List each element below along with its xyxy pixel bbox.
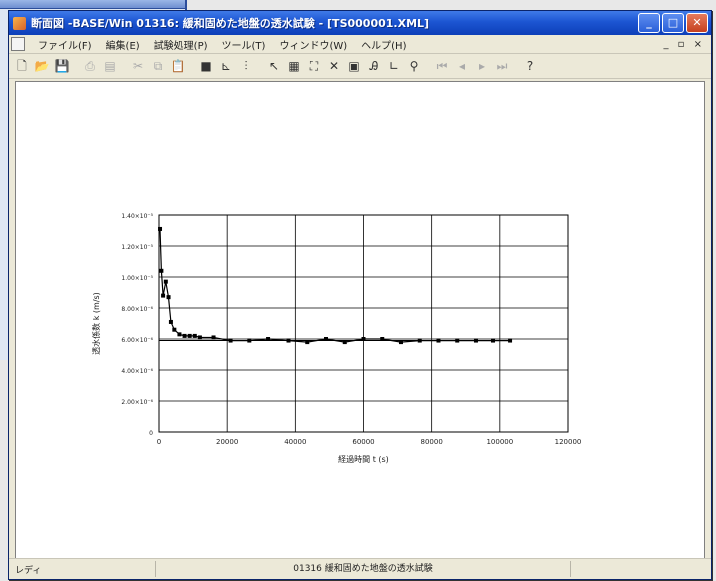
- data-point: [266, 337, 271, 341]
- y-tick-label: 1.00×10⁻⁵: [121, 275, 153, 282]
- save-icon[interactable]: 💾: [54, 59, 70, 73]
- data-point: [228, 338, 233, 343]
- x-tick-label: 120000: [555, 438, 582, 446]
- x-tick-label: 0: [157, 438, 161, 446]
- minimize-button[interactable]: _: [638, 13, 660, 33]
- y-axis-label: 透水係数 k (m/s): [91, 292, 101, 355]
- x-tick-label: 40000: [284, 438, 306, 446]
- mdi-controls[interactable]: _ ▫ ×: [663, 38, 705, 50]
- pointer-icon[interactable]: ↖: [268, 59, 280, 73]
- x-tick-label: 80000: [421, 438, 443, 446]
- data-point: [417, 338, 422, 343]
- menu-file[interactable]: ファイル(F): [38, 40, 92, 52]
- status-bar: レディ 01316 緩和固めた地盤の透水試験: [9, 558, 711, 579]
- y-tick-label: 1.40×10⁻⁵: [121, 213, 153, 220]
- toolbar-separator: [73, 57, 79, 75]
- data-point: [455, 338, 460, 343]
- app-icon[interactable]: [13, 16, 26, 30]
- data-point: [158, 226, 163, 231]
- chart-area: 0 20000 40000 60000 80000 100000 120000 0 2.00×1…: [15, 81, 705, 559]
- next-icon[interactable]: ▸: [478, 59, 486, 73]
- data-point: [168, 319, 173, 324]
- first-icon[interactable]: ⏮: [436, 59, 448, 73]
- zoom-icon[interactable]: ⚲: [409, 59, 419, 73]
- menu-help[interactable]: ヘルプ(H): [361, 40, 407, 52]
- permeability-chart: 0 20000 40000 60000 80000 100000 120000 0 2.00×1…: [91, 213, 582, 464]
- data-point: [305, 340, 310, 345]
- grid-icon[interactable]: ▦: [288, 59, 300, 73]
- x-tick-label: 100000: [486, 438, 513, 446]
- axis-icon[interactable]: ∟: [388, 59, 400, 73]
- window-title: 断面図 -BASE/Win 01316: 緩和固めた地盤の透水試験 - [TS0…: [31, 17, 430, 30]
- data-point: [192, 333, 197, 338]
- chart-icon[interactable]: ⫶: [244, 59, 248, 73]
- data-point: [398, 340, 403, 345]
- help-icon[interactable]: ?: [526, 59, 534, 73]
- new-icon[interactable]: 🗋: [17, 59, 27, 73]
- data-point: [187, 333, 192, 338]
- last-icon[interactable]: ⏭: [496, 59, 508, 73]
- data-point: [361, 337, 366, 341]
- stop-icon[interactable]: ■: [200, 59, 212, 73]
- data-point: [508, 338, 513, 343]
- data-point: [211, 335, 216, 340]
- graph-icon[interactable]: ⊾: [220, 59, 232, 73]
- prev-icon[interactable]: ◂: [458, 59, 466, 73]
- y-tick-label: 4.00×10⁻⁶: [121, 368, 153, 375]
- document-icon[interactable]: [11, 37, 25, 51]
- data-point: [166, 295, 171, 300]
- x-tick-label: 20000: [216, 438, 238, 446]
- x-axis-label: 経過時間 t (s): [338, 454, 389, 464]
- copy-icon[interactable]: ⧉: [153, 59, 163, 73]
- toolbar-separator: [121, 57, 127, 75]
- data-point: [163, 279, 168, 284]
- toolbar-separator: [189, 57, 195, 75]
- toolbar-separator: [513, 57, 519, 75]
- y-tick-label: 2.00×10⁻⁶: [121, 399, 153, 406]
- data-point: [182, 333, 187, 338]
- data-point: [247, 338, 252, 343]
- y-tick-label: 1.20×10⁻⁵: [121, 244, 153, 251]
- menu-bar: ファイル(F) 編集(E) 試験処理(P) ツール(T) ウィンドウ(W) ヘル…: [9, 35, 711, 54]
- data-point: [324, 337, 329, 341]
- data-point: [197, 335, 202, 340]
- app-window: 断面図 -BASE/Win 01316: 緩和固めた地盤の透水試験 - [TS0…: [8, 10, 712, 580]
- toolbar: 🗋 📂 💾 ⎙ ▤ ✂ ⧉ 📋 ■ ⊾ ⫶ ↖ ▦ ⛶ ✕ ▣ Ꭿ ∟ ⚲ ⏮ ◂ ▸ ⏭?: [9, 54, 711, 79]
- delete-icon[interactable]: ✕: [328, 59, 340, 73]
- table-icon[interactable]: Ꭿ: [369, 59, 379, 73]
- data-point: [161, 293, 166, 298]
- status-test-name: 01316 緩和固めた地盤の透水試験: [155, 561, 571, 577]
- data-point: [286, 338, 291, 343]
- menu-edit[interactable]: 編集(E): [105, 40, 140, 52]
- open-icon[interactable]: 📂: [34, 59, 50, 73]
- menu-tools[interactable]: ツール(T): [221, 40, 266, 52]
- data-point: [177, 332, 182, 337]
- record-icon[interactable]: ▣: [348, 59, 360, 73]
- y-tick-label: 6.00×10⁻⁶: [121, 337, 153, 344]
- title-bar[interactable]: 断面図 -BASE/Win 01316: 緩和固めた地盤の透水試験 - [TS0…: [9, 11, 711, 35]
- data-point: [172, 327, 177, 332]
- y-tick-label: 8.00×10⁻⁶: [121, 306, 153, 313]
- toolbar-separator: [257, 57, 263, 75]
- data-point: [473, 338, 478, 343]
- close-button[interactable]: ✕: [686, 13, 708, 33]
- data-point: [342, 340, 347, 345]
- preview-icon[interactable]: ▤: [104, 59, 116, 73]
- data-point: [159, 268, 164, 273]
- menu-window[interactable]: ウィンドウ(W): [279, 40, 348, 52]
- status-ready: レディ: [15, 565, 42, 576]
- data-point: [491, 338, 496, 343]
- background-window-titlebar: [0, 0, 185, 9]
- toolbar-separator: [425, 57, 431, 75]
- y-tick-label: 0: [149, 430, 153, 437]
- data-point: [436, 338, 441, 343]
- paste-icon[interactable]: 📋: [170, 59, 186, 73]
- print-icon[interactable]: ⎙: [85, 59, 95, 73]
- cut-icon[interactable]: ✂: [132, 59, 144, 73]
- fit-icon[interactable]: ⛶: [309, 59, 319, 73]
- menu-test-process[interactable]: 試験処理(P): [153, 40, 208, 52]
- data-point: [380, 337, 385, 341]
- x-tick-label: 60000: [352, 438, 374, 446]
- maximize-button[interactable]: □: [662, 13, 684, 33]
